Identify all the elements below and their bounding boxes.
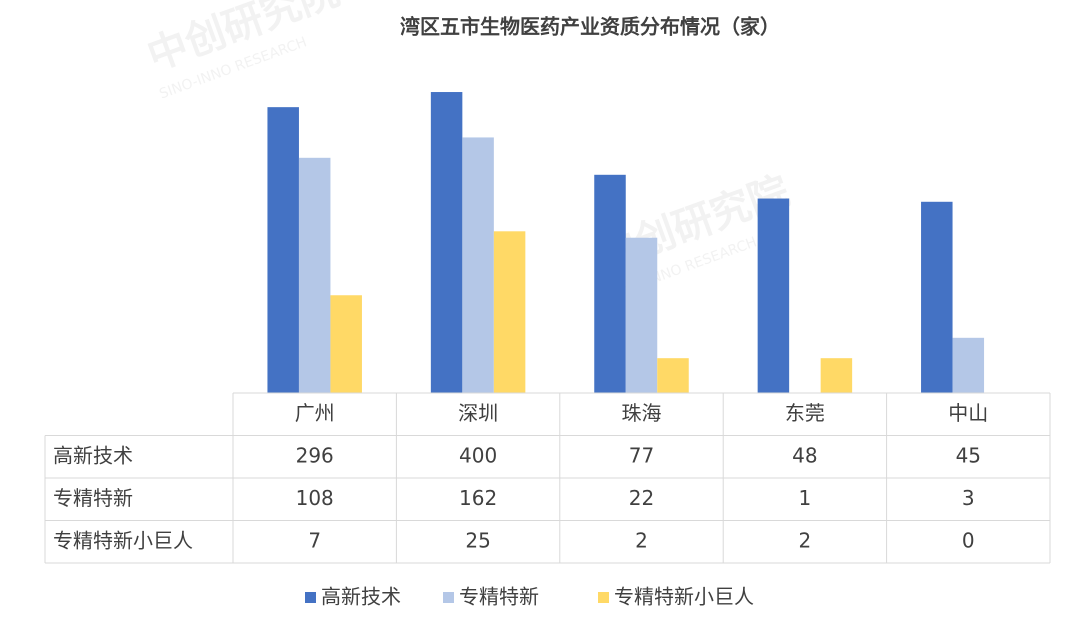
table-value: 7 [308, 528, 321, 552]
table-value: 3 [962, 486, 975, 510]
table-value: 2 [799, 528, 812, 552]
legend-swatch [443, 592, 454, 603]
legend-swatch [598, 592, 609, 603]
bar [952, 337, 985, 393]
legend-label: 专精特新小巨人 [614, 585, 754, 609]
legend-swatch [305, 592, 316, 603]
bar [625, 237, 658, 393]
table-value: 22 [629, 486, 654, 510]
x-tick-label: 珠海 [622, 401, 662, 425]
bar [267, 107, 299, 393]
table-value: 400 [459, 443, 497, 467]
x-tick-label: 广州 [295, 401, 335, 425]
bar [330, 295, 362, 393]
row-label: 高新技术 [53, 443, 133, 467]
table-value: 108 [296, 486, 334, 510]
legend-label: 专精特新 [459, 585, 539, 609]
bar [820, 358, 853, 393]
bar [298, 157, 331, 393]
row-label: 专精特新小巨人 [53, 528, 193, 552]
table-value: 45 [956, 443, 981, 467]
bar [594, 174, 626, 393]
bar [921, 201, 953, 393]
bar [493, 231, 526, 393]
table-value: 48 [792, 443, 817, 467]
x-tick-label: 东莞 [785, 401, 825, 425]
table-value: 2 [635, 528, 648, 552]
bar [462, 137, 494, 393]
legend-label: 高新技术 [321, 585, 401, 609]
bar [757, 198, 790, 393]
bar [430, 92, 463, 394]
x-tick-label: 中山 [948, 401, 988, 425]
x-tick-label: 深圳 [458, 401, 498, 425]
table-value: 162 [459, 486, 497, 510]
table-value: 25 [465, 528, 490, 552]
chart-title: 湾区五市生物医药产业资质分布情况（家） [400, 15, 780, 39]
table-value: 296 [296, 443, 334, 467]
bar [657, 358, 689, 393]
row-label: 专精特新 [53, 486, 133, 510]
table-value: 1 [799, 486, 812, 510]
table-value: 0 [962, 528, 975, 552]
table-value: 77 [629, 443, 654, 467]
